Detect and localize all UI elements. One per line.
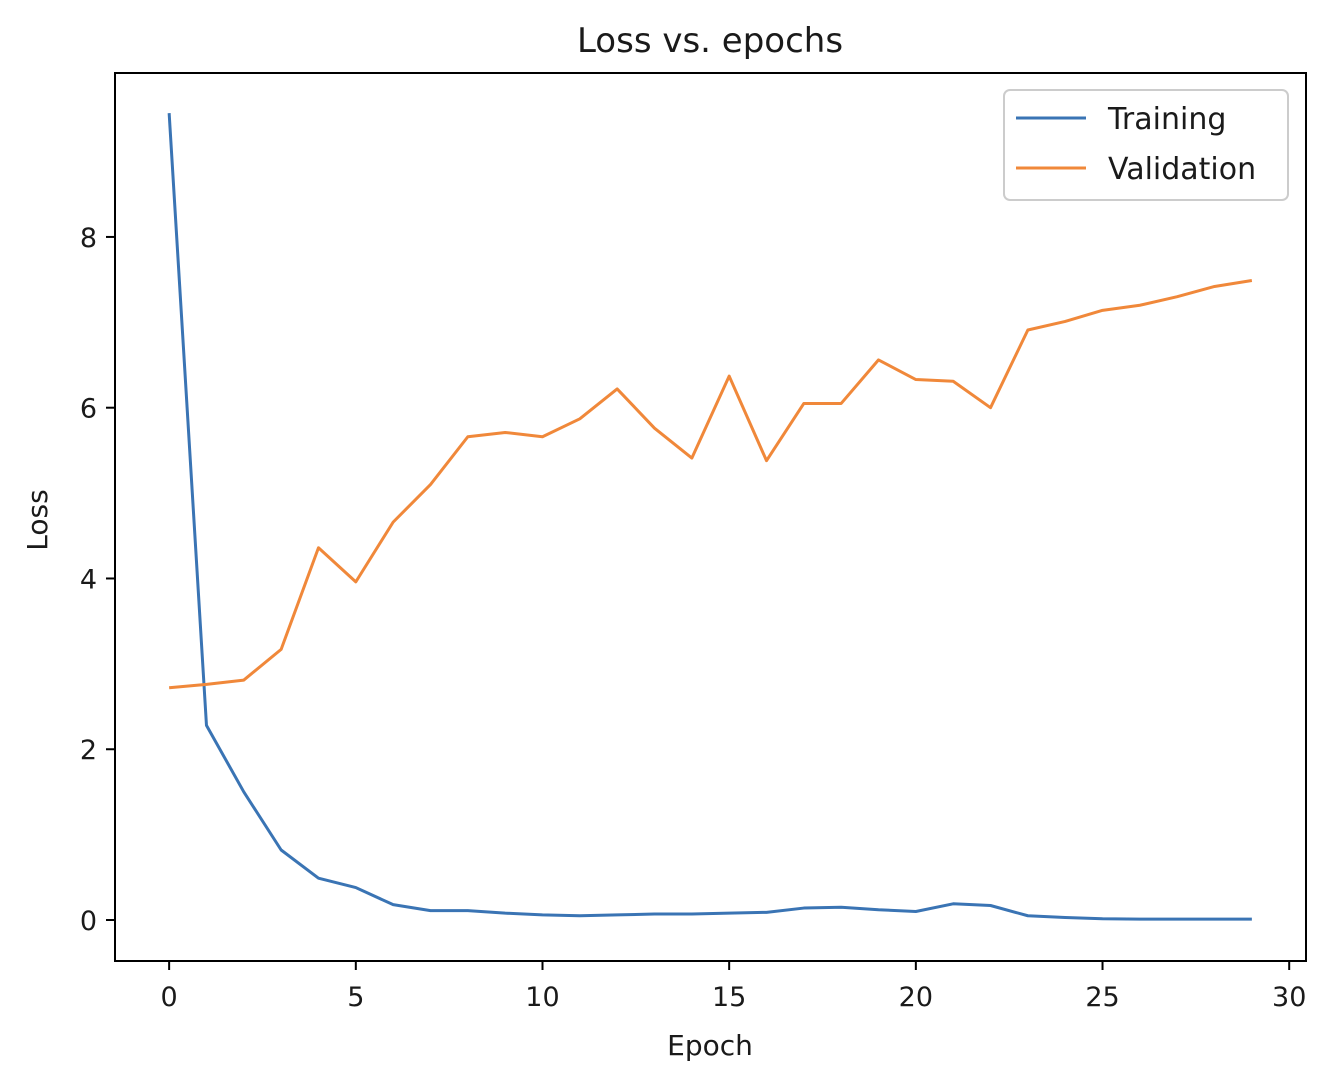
x-axis-label: Epoch [667, 1029, 753, 1062]
y-tick-label: 6 [80, 394, 97, 425]
y-tick-label: 2 [80, 735, 97, 766]
legend: Training Validation [1003, 89, 1289, 201]
x-tick-label: 30 [1272, 982, 1306, 1013]
x-axis: 0 5 10 15 20 25 30 [161, 961, 1306, 1013]
legend-label-training: Training [1107, 102, 1226, 137]
x-tick-label: 25 [1085, 982, 1119, 1013]
x-tick-label: 5 [347, 982, 364, 1013]
x-tick-label: 15 [712, 982, 746, 1013]
plot-frame [114, 72, 1307, 962]
chart-title: Loss vs. epochs [577, 21, 843, 61]
series-line-validation [169, 278, 1253, 690]
legend-label-validation: Validation [1108, 152, 1256, 187]
y-axis: 0 2 4 6 8 [80, 223, 115, 937]
y-tick-label: 0 [80, 906, 97, 937]
y-axis-label: Loss [21, 489, 54, 550]
y-tick-label: 4 [80, 564, 97, 595]
series-line-training [167, 113, 1252, 921]
x-tick-label: 10 [525, 982, 559, 1013]
y-tick-label: 8 [80, 223, 97, 254]
x-tick-label: 20 [899, 982, 933, 1013]
x-tick-label: 0 [161, 982, 178, 1013]
plot-area [167, 113, 1253, 921]
